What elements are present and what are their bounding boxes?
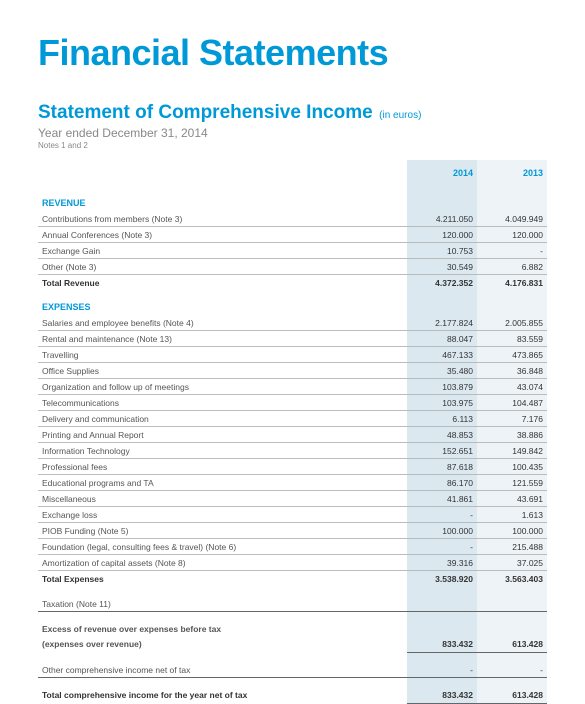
excess-row-1: Excess of revenue over expenses before t… <box>38 622 547 637</box>
table-row: Contributions from members (Note 3)4.211… <box>38 211 547 227</box>
total-ci-row: Total comprehensive income for the year … <box>38 688 547 704</box>
table-row: Annual Conferences (Note 3)120.000120.00… <box>38 227 547 243</box>
table-row: Amortization of capital assets (Note 8)3… <box>38 555 547 571</box>
expenses-header: EXPENSES <box>38 290 547 315</box>
header-2013: 2013 <box>477 160 547 186</box>
table-row: Foundation (legal, consulting fees & tra… <box>38 539 547 555</box>
year-line: Year ended December 31, 2014 <box>38 126 547 140</box>
main-title: Financial Statements <box>38 32 547 74</box>
table-row: Exchange Gain10.753- <box>38 243 547 259</box>
table-row: Other (Note 3)30.5496.882 <box>38 259 547 275</box>
table-row: Travelling467.133473.865 <box>38 347 547 363</box>
sub-note: (in euros) <box>379 110 421 121</box>
table-row: Printing and Annual Report48.85338.886 <box>38 427 547 443</box>
table-row: Information Technology152.651149.842 <box>38 443 547 459</box>
expenses-total: Total Expenses 3.538.920 3.563.403 <box>38 571 547 587</box>
revenue-total: Total Revenue 4.372.352 4.176.831 <box>38 275 547 291</box>
subtitle-block: Statement of Comprehensive Income (in eu… <box>38 102 547 124</box>
table-row: Exchange loss-1.613 <box>38 507 547 523</box>
table-row: Rental and maintenance (Note 13)88.04783… <box>38 331 547 347</box>
table-row: Telecommunications103.975104.487 <box>38 395 547 411</box>
table-row: Salaries and employee benefits (Note 4)2… <box>38 315 547 331</box>
notes-line: Notes 1 and 2 <box>38 141 547 150</box>
other-ci-row: Other comprehensive income net of tax - … <box>38 662 547 678</box>
header-2014: 2014 <box>407 160 477 186</box>
excess-row-2: (expenses over revenue) 833.432 613.428 <box>38 637 547 653</box>
table-row: Professional fees87.618100.435 <box>38 459 547 475</box>
table-row: Office Supplies35.48036.848 <box>38 363 547 379</box>
table-row: PIOB Funding (Note 5)100.000100.000 <box>38 523 547 539</box>
revenue-header: REVENUE <box>38 186 547 211</box>
table-row: Miscellaneous41.86143.691 <box>38 491 547 507</box>
taxation-row: Taxation (Note 11) <box>38 596 547 612</box>
table-row: Delivery and communication6.1137.176 <box>38 411 547 427</box>
sub-title: Statement of Comprehensive Income <box>38 102 373 123</box>
income-table: 2014 2013 REVENUE Contributions from mem… <box>38 160 547 704</box>
column-headers: 2014 2013 <box>38 160 547 186</box>
table-row: Organization and follow up of meetings10… <box>38 379 547 395</box>
table-row: Educational programs and TA86.170121.559 <box>38 475 547 491</box>
